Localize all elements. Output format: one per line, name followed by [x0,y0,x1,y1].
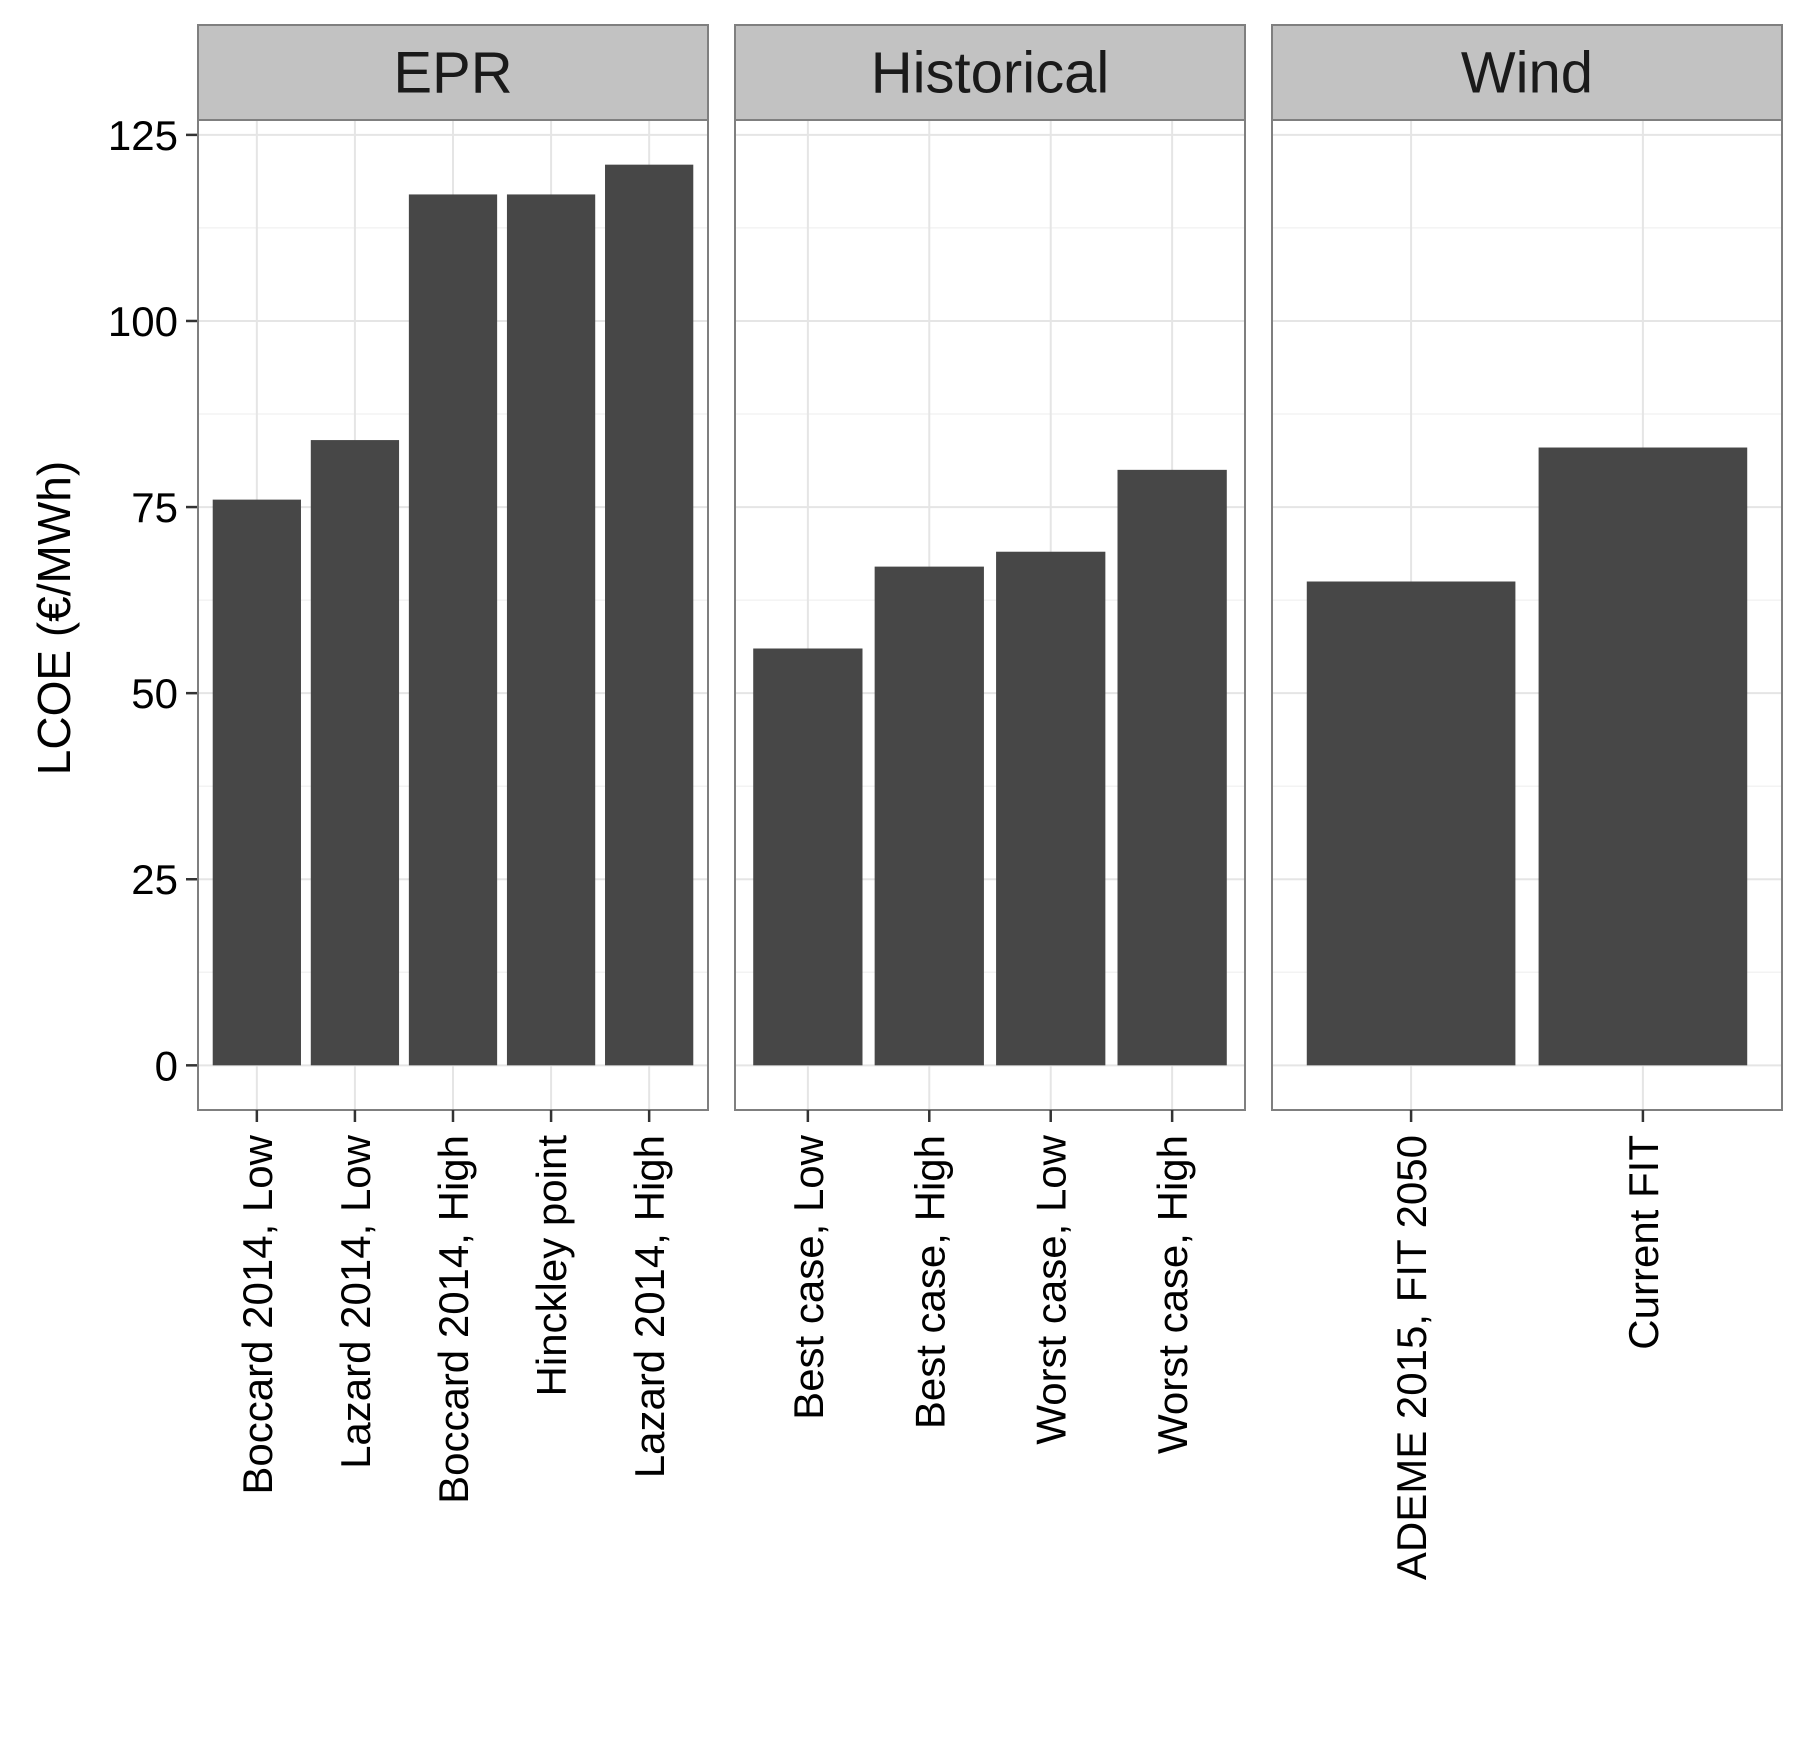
bar [310,440,400,1066]
bar [1117,469,1227,1066]
x-tick-label: Current FIT [1620,1135,1667,1350]
x-tick-label: Lazard 2014, Low [332,1134,379,1469]
facet-strip-label: EPR [393,41,512,106]
bar [605,164,694,1066]
facet-strip [197,24,709,121]
bar [874,566,984,1066]
y-tick-label: 0 [155,1042,178,1089]
bar [753,648,863,1066]
bar [1306,581,1516,1066]
x-tick-label: Boccard 2014, Low [234,1134,281,1494]
y-tick-label: 125 [108,112,178,159]
x-tick-label: Worst case, Low [1028,1134,1075,1444]
facet-strip-label: Historical [871,41,1110,106]
x-tick-label: Lazard 2014, High [626,1135,673,1478]
facet-strip [734,24,1246,121]
y-tick-label: 75 [131,484,178,531]
y-tick-label: 50 [131,670,178,717]
facet-strip [1271,24,1783,121]
y-tick-label: 100 [108,298,178,345]
x-tick-label: Hinckley point [528,1135,575,1397]
facet-strip-label: Wind [1461,41,1593,106]
bar [408,194,498,1066]
x-tick-label: Boccard 2014, High [430,1135,477,1504]
y-axis-title: LCOE (€/MWh) [28,461,80,775]
bar [1538,447,1748,1066]
x-tick-label: Best case, Low [785,1134,832,1419]
x-tick-label: ADEME 2015, FIT 2050 [1388,1135,1435,1580]
bar [996,551,1106,1066]
bar [212,499,301,1066]
x-tick-label: Best case, High [906,1135,953,1429]
x-tick-label: Worst case, High [1149,1135,1196,1454]
bar [506,194,596,1066]
y-tick-label: 25 [131,856,178,903]
